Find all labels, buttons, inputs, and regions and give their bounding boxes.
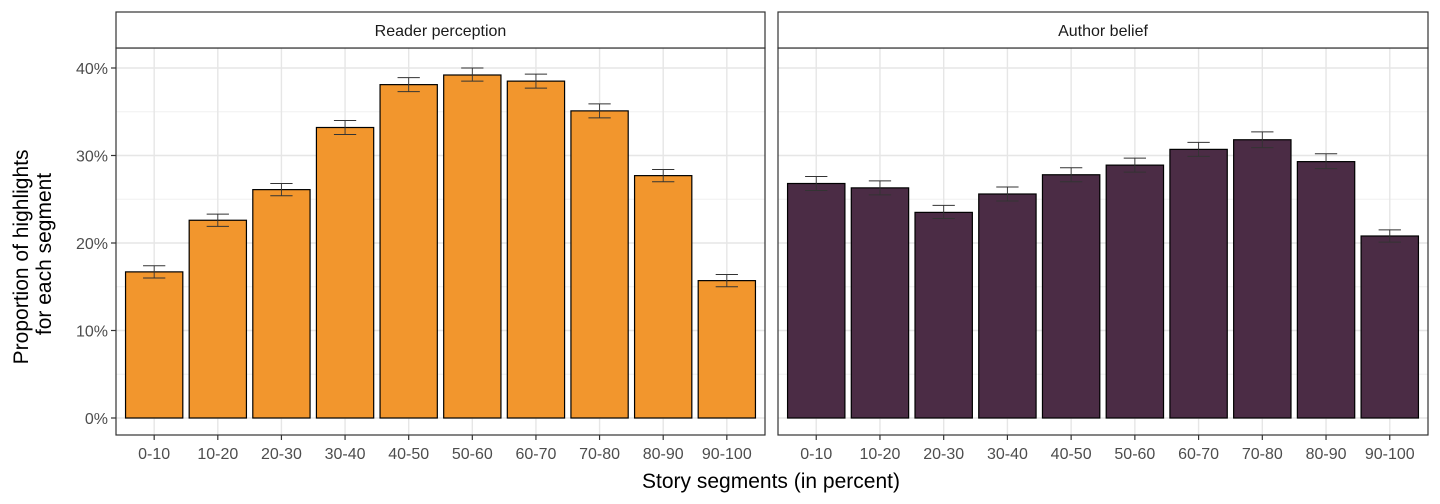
x-tick-label: 90-100 [1365, 446, 1415, 463]
x-tick-label: 80-90 [643, 446, 684, 463]
strip-label: Author belief [1058, 23, 1148, 40]
x-tick-label: 40-50 [1051, 446, 1092, 463]
x-tick-label: 30-40 [325, 446, 366, 463]
bar-80-90 [633, 175, 693, 419]
error-bar-60-70 [1187, 141, 1210, 157]
error-bar-0-10 [805, 176, 828, 191]
x-tick-label: 90-100 [702, 446, 752, 463]
error-bar-20-30 [270, 183, 293, 197]
x-tick-label: 40-50 [388, 446, 429, 463]
error-bar-80-90 [1314, 153, 1338, 170]
x-tick-label: 10-20 [859, 446, 900, 463]
bar-30-40 [315, 126, 375, 419]
bar-50-60 [443, 74, 502, 419]
error-bar-0-10 [143, 265, 166, 279]
error-bar-30-40 [996, 186, 1019, 202]
panels-layer: Reader perception 0-10 10-20 20-30 30-40 40-5… [115, 11, 1429, 463]
strip-background [115, 11, 766, 49]
x-tick-label: 10-20 [197, 446, 238, 463]
error-bar-20-30 [932, 204, 955, 219]
error-bar-30-40 [333, 120, 357, 135]
error-bar-10-20 [868, 180, 892, 196]
bar-50-60 [1105, 164, 1165, 419]
x-axis-title: Story segments (in percent) [642, 470, 900, 493]
x-tick-label: 30-40 [987, 446, 1028, 463]
x-tick-label: 60-70 [515, 446, 556, 463]
bar-30-40 [978, 193, 1037, 419]
panel-reader-perception: Reader perception 0-10 10-20 20-30 30-40 40-5… [115, 11, 766, 463]
bar-70-80 [570, 110, 629, 419]
error-bar-70-80 [1251, 131, 1274, 149]
error-bar-10-20 [206, 213, 229, 227]
x-tick-label: 50-60 [452, 446, 493, 463]
x-tick-label: 60-70 [1178, 446, 1219, 463]
bar-0-10 [124, 271, 184, 419]
x-tick-label: 20-30 [261, 446, 302, 463]
y-axis-title-line-2: for each segment [33, 173, 56, 335]
x-tick-label: 20-30 [923, 446, 964, 463]
x-tick-label: 80-90 [1306, 446, 1347, 463]
y-axis-title: Proportion of highlights for each segmen… [10, 144, 56, 365]
y-tick-label: 20% [76, 236, 108, 253]
y-tick-label: 40% [76, 61, 108, 78]
x-tick-label: 0-10 [800, 446, 832, 463]
y-tick-label: 30% [76, 149, 108, 166]
x-tick-label: 50-60 [1114, 446, 1155, 463]
bar-10-20 [850, 187, 910, 419]
error-bar-80-90 [652, 169, 675, 183]
error-bar-60-70 [524, 73, 548, 89]
error-bar-90-100 [1378, 229, 1401, 243]
bar-60-70 [506, 80, 566, 419]
y-axis: 0% 10% 20% 30% 40% [76, 61, 116, 428]
panel-author-belief: Author belief 0-10 10-20 20-30 30-40 40-50 50-… [777, 11, 1429, 463]
y-tick-label: 0% [85, 411, 108, 428]
x-tick-label: 0-10 [138, 446, 170, 463]
bar-80-90 [1296, 161, 1356, 419]
x-tick-label: 70-80 [579, 446, 620, 463]
y-tick-label: 10% [76, 324, 108, 341]
error-bar-50-60 [461, 67, 484, 82]
bar-60-70 [1169, 148, 1228, 419]
strip-label: Reader perception [375, 23, 507, 40]
bar-90-100 [1360, 235, 1420, 419]
bar-10-20 [188, 219, 248, 419]
bar-20-30 [252, 189, 311, 419]
bar-40-50 [379, 84, 438, 419]
bar-0-10 [786, 182, 846, 419]
error-bar-70-80 [588, 103, 611, 119]
bar-40-50 [1041, 174, 1101, 419]
strip-background [777, 11, 1429, 49]
y-axis-title-line-1: Proportion of highlights [10, 150, 33, 365]
x-tick-label: 70-80 [1242, 446, 1283, 463]
bar-20-30 [914, 211, 973, 419]
bar-70-80 [1233, 139, 1292, 419]
error-bar-50-60 [1123, 157, 1147, 173]
error-bar-40-50 [1059, 167, 1083, 183]
bar-90-100 [697, 280, 757, 419]
error-bar-90-100 [715, 274, 738, 288]
error-bar-40-50 [397, 77, 420, 93]
